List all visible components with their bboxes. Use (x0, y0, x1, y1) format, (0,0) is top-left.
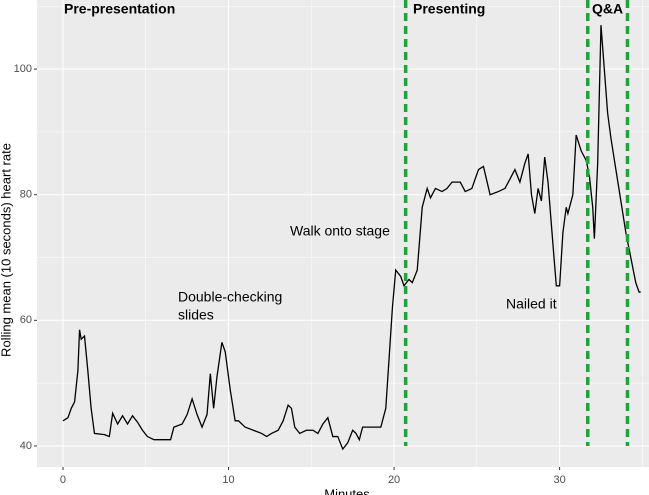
x-tick-label: 10 (222, 474, 234, 486)
phase-label: Pre-presentation (64, 1, 175, 17)
line (62, 25, 641, 451)
annotation: Walk onto stage (290, 223, 390, 239)
phase-label: Q&A (592, 1, 623, 17)
x-tick-label: 0 (60, 474, 66, 486)
annotation: Double-checking (178, 289, 282, 305)
y-axis-title: Rolling mean (10 seconds) heart rate (0, 143, 13, 357)
y-tick-label: 60 (20, 314, 32, 326)
x-tick-label: 30 (553, 474, 565, 486)
panel (37, 0, 649, 467)
phase-label: Presenting (413, 1, 485, 17)
annotation: Nailed it (506, 296, 557, 312)
x-axis-title: Minutes (324, 486, 370, 495)
y-tick-label: 100 (14, 63, 32, 75)
annotation: slides (178, 307, 214, 323)
x-tick-label: 20 (388, 474, 400, 486)
y-tick-label: 40 (20, 440, 32, 452)
y-tick-label: 80 (20, 189, 32, 201)
